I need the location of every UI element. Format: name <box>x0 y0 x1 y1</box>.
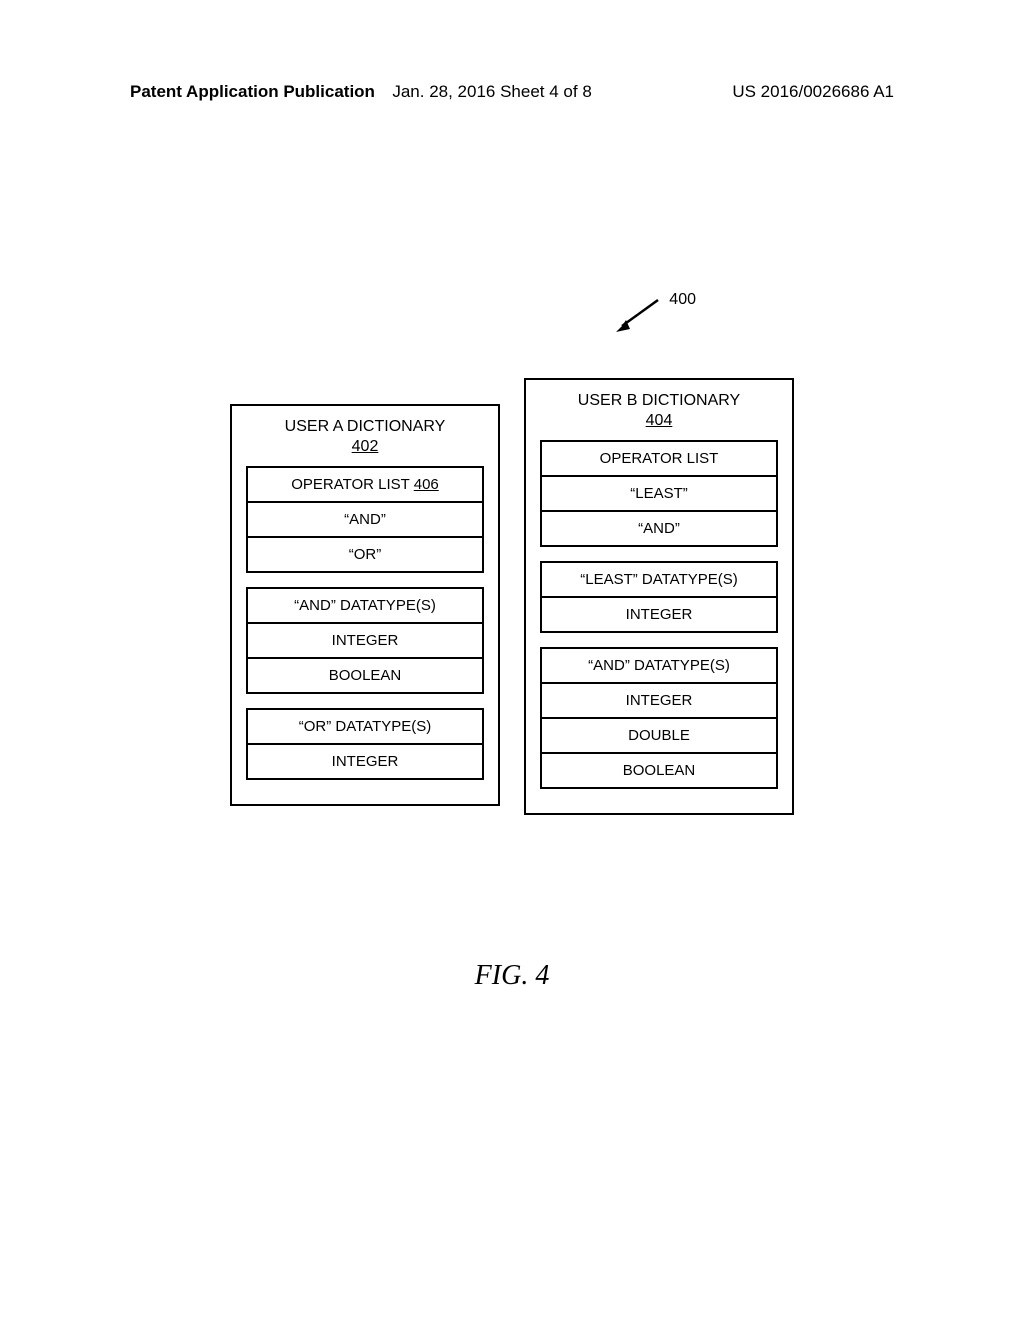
diagram-area: USER A DICTIONARY 402 OPERATOR LIST 406“… <box>0 378 1024 815</box>
dict-b-title: USER B DICTIONARY <box>540 392 778 410</box>
user-b-dictionary-box: USER B DICTIONARY 404 OPERATOR LIST“LEAS… <box>524 378 794 815</box>
dict-a-ref: 402 <box>246 438 484 456</box>
group-cell: INTEGER <box>542 596 776 631</box>
header-center: Jan. 28, 2016 Sheet 4 of 8 <box>392 82 591 102</box>
group-box: “AND” DATATYPE(S)INTEGERDOUBLEBOOLEAN <box>540 647 778 789</box>
group-cell: “AND” DATATYPE(S) <box>248 589 482 622</box>
reference-arrow-icon <box>606 296 666 336</box>
user-a-dictionary-box: USER A DICTIONARY 402 OPERATOR LIST 406“… <box>230 404 500 806</box>
group-cell: BOOLEAN <box>248 657 482 692</box>
group-cell: INTEGER <box>542 682 776 717</box>
group-cell: “LEAST” <box>542 475 776 510</box>
group-cell: DOUBLE <box>542 717 776 752</box>
figure-reference-number: 400 <box>669 291 696 309</box>
page: Patent Application Publication Jan. 28, … <box>0 0 1024 1320</box>
group-cell: OPERATOR LIST <box>542 442 776 475</box>
group-box: “LEAST” DATATYPE(S)INTEGER <box>540 561 778 633</box>
group-cell: OPERATOR LIST 406 <box>248 468 482 501</box>
group-cell: “AND” <box>542 510 776 545</box>
group-cell: “AND” <box>248 501 482 536</box>
group-box: OPERATOR LIST“LEAST”“AND” <box>540 440 778 547</box>
dict-a-groups: OPERATOR LIST 406“AND”“OR” “AND” DATATYPE… <box>246 466 484 780</box>
group-cell: INTEGER <box>248 622 482 657</box>
group-box: “AND” DATATYPE(S)INTEGERBOOLEAN <box>246 587 484 694</box>
figure-caption: FIG. 4 <box>0 960 1024 992</box>
group-box: OPERATOR LIST 406“AND”“OR” <box>246 466 484 573</box>
inline-ref: 406 <box>414 476 439 493</box>
dict-b-groups: OPERATOR LIST“LEAST”“AND” “LEAST” DATATYP… <box>540 440 778 789</box>
dict-b-ref: 404 <box>540 412 778 430</box>
group-cell: “OR” <box>248 536 482 571</box>
group-cell: INTEGER <box>248 743 482 778</box>
dict-a-title: USER A DICTIONARY <box>246 418 484 436</box>
page-header: Patent Application Publication Jan. 28, … <box>0 82 1024 102</box>
group-cell: “OR” DATATYPE(S) <box>248 710 482 743</box>
header-right: US 2016/0026686 A1 <box>732 82 894 102</box>
group-cell: “LEAST” DATATYPE(S) <box>542 563 776 596</box>
group-cell: “AND” DATATYPE(S) <box>542 649 776 682</box>
group-box: “OR” DATATYPE(S)INTEGER <box>246 708 484 780</box>
group-cell: BOOLEAN <box>542 752 776 787</box>
header-left: Patent Application Publication <box>130 82 375 102</box>
